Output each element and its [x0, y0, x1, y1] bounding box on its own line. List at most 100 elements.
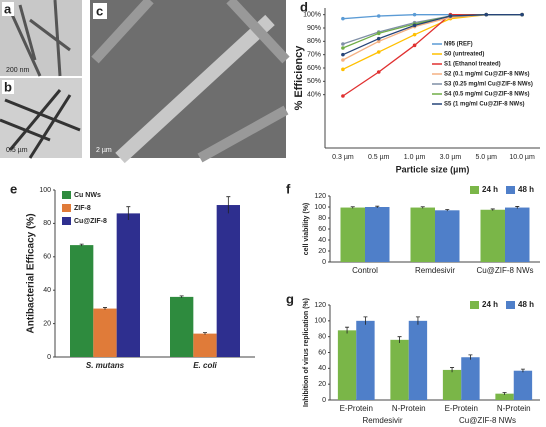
scale-label: 2 µm	[96, 147, 112, 154]
x-axis-title: Particle size (µm)	[396, 164, 470, 174]
legend-label: 48 h	[518, 185, 534, 194]
marker	[376, 70, 381, 74]
error-bar	[520, 368, 525, 373]
y-tick-label: 60	[43, 254, 51, 261]
marker	[341, 58, 345, 62]
legend-label: S2 (0.1 mg/ml Cu@ZIF-8 NWs)	[444, 72, 530, 78]
legend-label: S3 (0.25 mg/ml Cu@ZIF-8 NWs)	[444, 82, 533, 88]
group-label: Remdesivir	[362, 416, 402, 425]
x-tick-label: N-Protein	[497, 404, 531, 413]
y-tick-label: 60%	[307, 65, 321, 72]
y-tick-label: 20	[318, 381, 326, 388]
error-bar	[350, 206, 355, 209]
legend-label: S4 (0.5 mg/ml Cu@ZIF-8 NWs)	[444, 92, 530, 98]
scale-label: 0.5 µm	[6, 147, 28, 154]
error-bar	[375, 205, 380, 208]
x-tick-label: 0.3 µm	[332, 154, 354, 161]
error-bar	[415, 316, 420, 325]
bar	[340, 207, 365, 262]
x-tick-label: S. mutans	[86, 361, 125, 370]
label-box	[2, 80, 14, 94]
y-tick-label: 80	[43, 220, 51, 227]
x-tick-label: Cu@ZIF-8 NWs	[476, 266, 533, 275]
y-tick-label: 40	[318, 237, 326, 244]
error-bar	[468, 354, 473, 360]
error-bar	[179, 295, 184, 298]
y-tick-label: 100	[314, 318, 326, 325]
error-bar	[345, 326, 350, 334]
panel-label: b	[4, 79, 12, 94]
y-tick-label: 100%	[303, 12, 321, 19]
bar	[435, 210, 460, 262]
legend-swatch	[62, 204, 71, 212]
error-bar	[502, 392, 507, 395]
marker	[448, 14, 453, 18]
bar	[410, 207, 435, 262]
fibers	[91, 0, 290, 163]
bar	[93, 308, 117, 357]
y-tick-label: 80	[318, 334, 326, 341]
x-tick-label: E-Protein	[445, 404, 478, 413]
error-bar	[363, 316, 368, 325]
y-tick-label: 100	[314, 204, 326, 211]
x-tick-label: 0.5 µm	[368, 154, 390, 161]
bar	[495, 393, 514, 400]
marker	[520, 12, 524, 17]
marker	[341, 52, 345, 57]
legend-label: 48 h	[518, 300, 534, 309]
bar	[193, 333, 217, 357]
wires	[8, 0, 71, 77]
error-bar	[126, 206, 131, 221]
y-tick-label: 90%	[307, 25, 321, 32]
scale-label: 200 nm	[6, 67, 30, 74]
y-tick-label: 0	[322, 259, 326, 266]
legend-label: ZIF-8	[74, 205, 91, 212]
marker	[376, 31, 381, 36]
panel-label: f	[286, 181, 291, 196]
line	[342, 14, 523, 56]
x-tick-label: Remdesivir	[415, 266, 455, 275]
y-tick-label: 120	[314, 193, 326, 200]
y-tick-label: 80%	[307, 38, 321, 45]
marker	[341, 16, 345, 21]
bar	[170, 296, 194, 357]
panel-label: e	[10, 181, 17, 196]
panel-label: c	[96, 3, 103, 18]
y-tick-label: 0	[322, 397, 326, 404]
legend-label: S0 (untreated)	[444, 52, 484, 58]
legend-swatch	[470, 301, 479, 309]
error-bar	[203, 332, 207, 335]
x-tick-label: 1.0 µm	[404, 154, 426, 161]
bar	[408, 320, 428, 400]
y-tick-label: 40	[318, 365, 326, 372]
x-tick-label: Control	[352, 266, 378, 275]
marker	[376, 50, 381, 54]
legend-label: Cu NWs	[74, 192, 101, 199]
y-tick-label: 120	[314, 302, 326, 309]
legend-swatch	[62, 217, 71, 225]
y-axis-title: cell viability (%)	[303, 203, 310, 256]
y-tick-label: 40	[43, 287, 51, 294]
bar	[70, 245, 94, 357]
legend-swatch	[62, 191, 71, 199]
marker	[341, 42, 345, 46]
y-tick-label: 20	[318, 248, 326, 255]
y-axis-title: % Efficiency	[293, 45, 305, 111]
marker	[341, 94, 345, 98]
y-tick-label: 0	[47, 354, 51, 361]
x-tick-label: N-Protein	[392, 404, 426, 413]
bar	[513, 370, 533, 400]
panel-label: g	[286, 291, 294, 306]
error-bar	[103, 307, 107, 310]
wires	[0, 89, 81, 159]
x-tick-label: 10.0 µm	[509, 154, 535, 161]
error-bar	[420, 206, 425, 209]
legend-label: Cu@ZIF-8	[74, 218, 107, 225]
bar	[365, 207, 390, 262]
bar	[461, 357, 480, 400]
x-tick-label: E-Protein	[340, 404, 373, 413]
bar	[116, 213, 140, 357]
x-tick-label: E. coli	[193, 361, 217, 370]
bar	[216, 205, 240, 357]
